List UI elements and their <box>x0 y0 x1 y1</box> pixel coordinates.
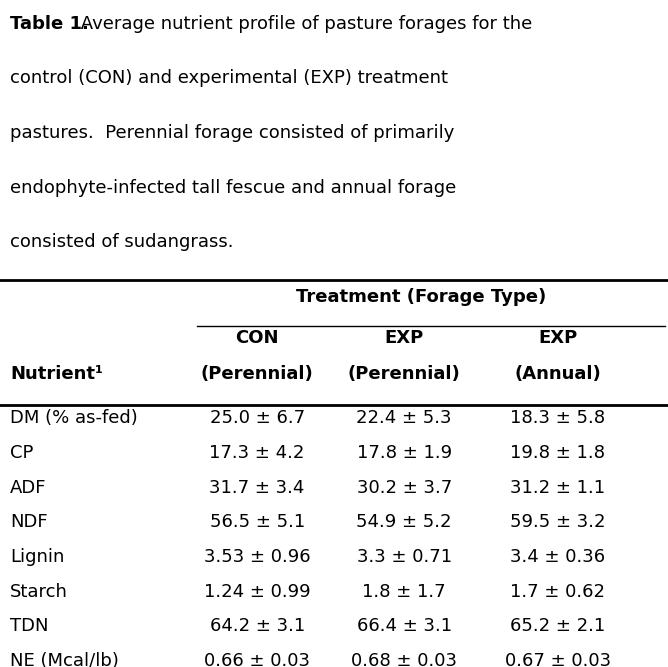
Text: 0.67 ± 0.03: 0.67 ± 0.03 <box>505 652 611 667</box>
Text: EXP: EXP <box>538 329 577 347</box>
Text: 25.0 ± 6.7: 25.0 ± 6.7 <box>210 410 305 428</box>
Text: consisted of sudangrass.: consisted of sudangrass. <box>10 233 234 251</box>
Text: endophyte-infected tall fescue and annual forage: endophyte-infected tall fescue and annua… <box>10 179 456 197</box>
Text: 3.3 ± 0.71: 3.3 ± 0.71 <box>357 548 452 566</box>
Text: 22.4 ± 5.3: 22.4 ± 5.3 <box>357 410 452 428</box>
Text: 3.4 ± 0.36: 3.4 ± 0.36 <box>510 548 605 566</box>
Text: (Perennial): (Perennial) <box>348 366 460 384</box>
Text: 30.2 ± 3.7: 30.2 ± 3.7 <box>357 479 452 497</box>
Text: 17.3 ± 4.2: 17.3 ± 4.2 <box>210 444 305 462</box>
Text: 1.7 ± 0.62: 1.7 ± 0.62 <box>510 583 605 601</box>
Text: 31.7 ± 3.4: 31.7 ± 3.4 <box>210 479 305 497</box>
Text: CP: CP <box>10 444 33 462</box>
Text: Lignin: Lignin <box>10 548 64 566</box>
Text: TDN: TDN <box>10 618 49 636</box>
Text: 0.66 ± 0.03: 0.66 ± 0.03 <box>204 652 310 667</box>
Text: 59.5 ± 3.2: 59.5 ± 3.2 <box>510 514 605 532</box>
Text: pastures.  Perennial forage consisted of primarily: pastures. Perennial forage consisted of … <box>10 124 454 142</box>
Text: 1.8 ± 1.7: 1.8 ± 1.7 <box>362 583 446 601</box>
Text: 1.24 ± 0.99: 1.24 ± 0.99 <box>204 583 311 601</box>
Text: (Annual): (Annual) <box>514 366 601 384</box>
Text: NE (Mcal/lb): NE (Mcal/lb) <box>10 652 119 667</box>
Text: 0.68 ± 0.03: 0.68 ± 0.03 <box>351 652 457 667</box>
Text: 19.8 ± 1.8: 19.8 ± 1.8 <box>510 444 605 462</box>
Text: 17.8 ± 1.9: 17.8 ± 1.9 <box>357 444 452 462</box>
Text: 31.2 ± 1.1: 31.2 ± 1.1 <box>510 479 605 497</box>
Text: 65.2 ± 2.1: 65.2 ± 2.1 <box>510 618 605 636</box>
Text: (Perennial): (Perennial) <box>201 366 313 384</box>
Text: Table 1.: Table 1. <box>10 15 89 33</box>
Text: 66.4 ± 3.1: 66.4 ± 3.1 <box>357 618 452 636</box>
Text: NDF: NDF <box>10 514 47 532</box>
Text: ADF: ADF <box>10 479 47 497</box>
Text: 54.9 ± 5.2: 54.9 ± 5.2 <box>357 514 452 532</box>
Text: Treatment (Forage Type): Treatment (Forage Type) <box>296 288 546 306</box>
Text: 3.53 ± 0.96: 3.53 ± 0.96 <box>204 548 311 566</box>
Text: EXP: EXP <box>385 329 424 347</box>
Text: control (CON) and experimental (EXP) treatment: control (CON) and experimental (EXP) tre… <box>10 69 448 87</box>
Text: Average nutrient profile of pasture forages for the: Average nutrient profile of pasture fora… <box>75 15 533 33</box>
Text: 18.3 ± 5.8: 18.3 ± 5.8 <box>510 410 605 428</box>
Text: Starch: Starch <box>10 583 68 601</box>
Text: Nutrient¹: Nutrient¹ <box>10 366 103 384</box>
Text: DM (% as-fed): DM (% as-fed) <box>10 410 138 428</box>
Text: CON: CON <box>235 329 279 347</box>
Text: 64.2 ± 3.1: 64.2 ± 3.1 <box>210 618 305 636</box>
Text: 56.5 ± 5.1: 56.5 ± 5.1 <box>210 514 305 532</box>
